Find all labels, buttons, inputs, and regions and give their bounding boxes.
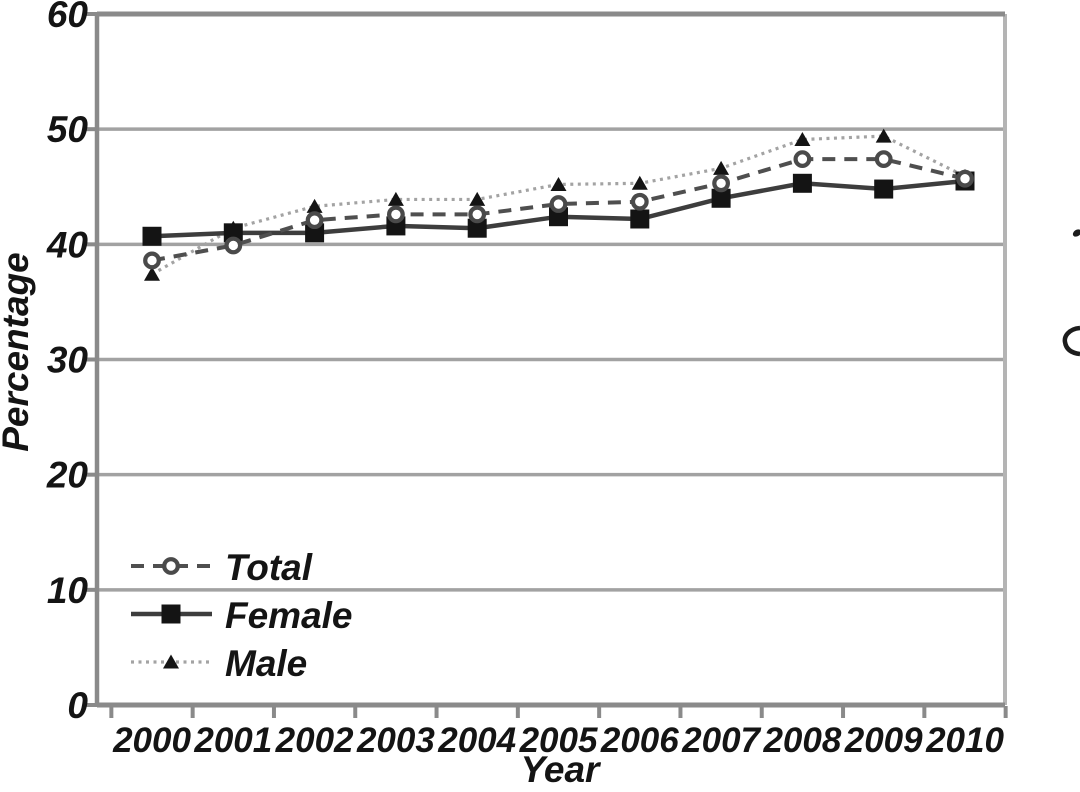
data-point-male-2003 [387,191,404,206]
legend-item-female: Female [131,595,353,636]
clipped-glyph-fragment [1062,325,1080,357]
data-point-male-2004 [469,191,486,206]
data-point-total-2004 [468,205,487,224]
y-tick-label-20: 20 [46,455,89,496]
data-point-male-2009 [875,128,892,143]
legend-label-female: Female [225,595,353,636]
legend: Total Female Male [131,547,353,684]
legend-item-total: Total [131,547,313,588]
y-tick-label-0: 0 [67,685,88,726]
x-tick-label-2009: 2009 [844,721,923,760]
x-tick-label-2002: 2002 [275,721,354,760]
data-point-total-2009 [874,150,893,169]
y-tick-labels: 0 10 20 30 40 50 60 [46,0,89,726]
x-tick-labels: 2000 2001 2002 2003 2004 2005 2006 2007 2008 2009… [112,721,1004,760]
x-axis-title: Year [520,749,600,790]
data-point-female-2009 [874,179,894,199]
data-point-female-2008 [792,173,812,193]
data-point-total-2001 [224,236,243,255]
data-point-male-2000 [144,266,160,281]
x-tick-label-2003: 2003 [356,721,435,760]
y-axis-title: Percentage [0,252,36,452]
data-point-male-2008 [794,132,811,147]
x-tick-label-2008: 2008 [762,721,841,760]
x-tick-label-2000: 2000 [112,721,191,760]
data-point-total-2003 [387,205,405,224]
x-tick-label-2004: 2004 [437,721,516,760]
data-point-total-2005 [549,195,568,213]
x-tick-label-2010: 2010 [925,721,1004,760]
data-point-total-2007 [712,174,730,193]
series-female [142,171,975,246]
x-tick-label-2005: 2005 [519,721,598,760]
data-point-total-2002 [305,211,324,230]
clipped-glyph-fragment [1072,229,1080,237]
data-point-total-2006 [630,192,649,211]
legend-item-male: Male [131,643,307,684]
data-point-male-2005 [550,176,567,191]
data-point-female-2005 [549,207,568,227]
data-point-total-2000 [143,251,161,270]
series-total [143,150,974,270]
x-tick-label-2007: 2007 [681,721,761,760]
data-point-male-2002 [306,198,323,213]
line-total [151,157,966,263]
clipped-adjacent-figure-text [1062,229,1080,357]
x-tick-label-2006: 2006 [600,721,679,760]
legend-label-total: Total [225,547,313,588]
y-tick-label-60: 60 [47,0,89,35]
y-tick-label-30: 30 [47,340,89,381]
data-point-female-2006 [630,209,650,229]
data-point-female-2000 [142,226,162,246]
data-point-male-2007 [713,160,730,175]
data-point-male-2006 [631,175,648,190]
y-tick-label-50: 50 [47,109,89,150]
data-point-female-2004 [467,218,487,238]
data-point-female-2001 [223,223,243,243]
gridlines [97,127,1005,592]
legend-label-male: Male [225,643,307,684]
open-circle-icon [162,557,180,575]
x-tick-label-2001: 2001 [193,721,272,760]
axes [84,11,1008,718]
filled-square-icon [161,604,181,624]
data-point-female-2007 [711,188,731,208]
y-tick-label-40: 40 [46,224,89,265]
data-point-total-2010 [956,169,974,188]
y-tick-label-10: 10 [47,570,89,611]
data-point-total-2008 [793,150,812,169]
filled-triangle-icon [163,654,179,669]
data-point-female-2002 [305,223,325,243]
